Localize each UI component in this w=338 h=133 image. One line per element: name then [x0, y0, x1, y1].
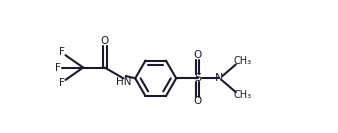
Text: F: F: [55, 63, 61, 72]
Text: CH₃: CH₃: [234, 56, 252, 66]
Text: F: F: [59, 47, 65, 57]
Text: F: F: [59, 78, 65, 88]
Text: O: O: [194, 96, 202, 106]
Text: N: N: [215, 73, 223, 83]
Text: S: S: [194, 73, 201, 83]
Text: O: O: [101, 36, 109, 46]
Text: CH₃: CH₃: [234, 90, 252, 100]
Text: HN: HN: [116, 77, 132, 87]
Text: O: O: [194, 50, 202, 60]
